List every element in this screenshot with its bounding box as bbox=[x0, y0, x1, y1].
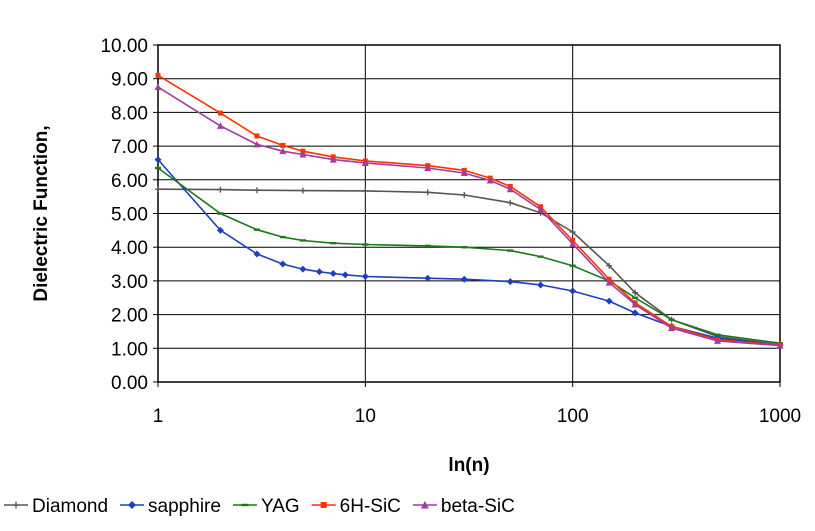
data-point bbox=[253, 140, 261, 148]
data-point bbox=[341, 271, 349, 279]
y-tick-label: 10.00 bbox=[100, 36, 148, 57]
data-point bbox=[279, 260, 287, 268]
legend-item: Diamond bbox=[4, 496, 108, 517]
legend-marker bbox=[420, 501, 429, 509]
data-point bbox=[605, 297, 613, 305]
y-tick-label: 9.00 bbox=[111, 70, 148, 91]
data-point bbox=[254, 133, 260, 139]
y-tick-label: 0.00 bbox=[111, 373, 148, 394]
data-point bbox=[299, 265, 307, 273]
data-point bbox=[361, 159, 369, 166]
data-point bbox=[537, 205, 545, 213]
legend-marker bbox=[320, 502, 327, 508]
data-point bbox=[507, 199, 514, 206]
legend-label: YAG bbox=[261, 496, 300, 517]
y-tick-label: 3.00 bbox=[111, 272, 148, 293]
series-group bbox=[154, 72, 784, 349]
data-point bbox=[668, 324, 676, 332]
legend-item: YAG bbox=[232, 496, 300, 517]
data-point bbox=[280, 142, 286, 148]
data-point bbox=[632, 289, 639, 296]
legend-label: beta-SiC bbox=[441, 496, 515, 517]
y-tick-label: 7.00 bbox=[111, 137, 148, 158]
data-point bbox=[631, 300, 639, 308]
data-point bbox=[155, 186, 161, 193]
legend-marker bbox=[12, 501, 20, 509]
y-tick-label: 4.00 bbox=[111, 238, 148, 259]
y-tick-label: 2.00 bbox=[111, 306, 148, 327]
legend-item: 6H-SiC bbox=[311, 496, 401, 517]
data-point bbox=[424, 274, 432, 282]
data-point bbox=[154, 156, 162, 164]
data-point bbox=[253, 250, 261, 258]
y-tick-label: 1.00 bbox=[111, 339, 148, 360]
legend-label: Diamond bbox=[32, 496, 108, 517]
series-beta-sic bbox=[154, 83, 784, 349]
data-point bbox=[460, 169, 468, 177]
data-point bbox=[506, 278, 514, 286]
series-line bbox=[157, 74, 781, 346]
data-point bbox=[424, 189, 431, 196]
data-point bbox=[299, 187, 306, 194]
data-point bbox=[329, 156, 337, 163]
x-axis-title: ln(n) bbox=[448, 455, 489, 476]
data-point bbox=[424, 164, 432, 172]
data-point bbox=[216, 226, 224, 234]
data-point bbox=[460, 275, 468, 283]
legend-item: beta-SiC bbox=[412, 496, 515, 517]
x-tick-label: 1000 bbox=[759, 406, 801, 427]
data-point bbox=[361, 273, 369, 281]
series-line bbox=[157, 86, 781, 347]
data-point bbox=[569, 229, 576, 236]
data-point bbox=[216, 122, 224, 129]
legend: Diamond sapphire YAG 6H-SiC beta-SiC bbox=[4, 496, 515, 517]
x-tick-label: 100 bbox=[557, 406, 589, 427]
data-point bbox=[776, 342, 784, 349]
data-point bbox=[155, 72, 161, 78]
y-tick-label: 8.00 bbox=[111, 103, 148, 124]
y-tick-label: 6.00 bbox=[111, 171, 148, 192]
y-tick-label: 5.00 bbox=[111, 205, 148, 226]
legend-marker bbox=[128, 501, 137, 509]
data-point bbox=[253, 187, 260, 194]
data-point bbox=[714, 337, 722, 344]
data-point bbox=[461, 191, 468, 198]
data-point bbox=[606, 262, 613, 269]
data-point bbox=[217, 186, 224, 193]
legend-label: 6H-SiC bbox=[340, 496, 401, 517]
data-point bbox=[299, 151, 307, 158]
series-yag bbox=[155, 166, 783, 345]
legend-label: sapphire bbox=[148, 496, 221, 517]
data-point bbox=[217, 110, 223, 116]
axis-ticks: 0.00 1.00 2.00 3.00 4.00 5.00 6.00 7.00 8.00 9.00… bbox=[100, 36, 801, 427]
x-tick-label: 10 bbox=[355, 406, 376, 427]
data-point bbox=[154, 83, 162, 91]
data-point bbox=[631, 309, 639, 317]
data-point bbox=[605, 279, 613, 286]
x-tick-label: 1 bbox=[153, 406, 164, 427]
y-axis-title: Dielectric Function, bbox=[31, 125, 52, 301]
data-point bbox=[569, 287, 577, 295]
legend-item: sapphire bbox=[120, 496, 221, 517]
data-point bbox=[362, 187, 369, 194]
data-point bbox=[537, 281, 545, 289]
data-point bbox=[329, 269, 337, 277]
data-point bbox=[315, 268, 323, 276]
data-point bbox=[486, 176, 494, 184]
data-point bbox=[279, 147, 287, 155]
data-point bbox=[569, 240, 577, 247]
data-point bbox=[506, 185, 514, 193]
